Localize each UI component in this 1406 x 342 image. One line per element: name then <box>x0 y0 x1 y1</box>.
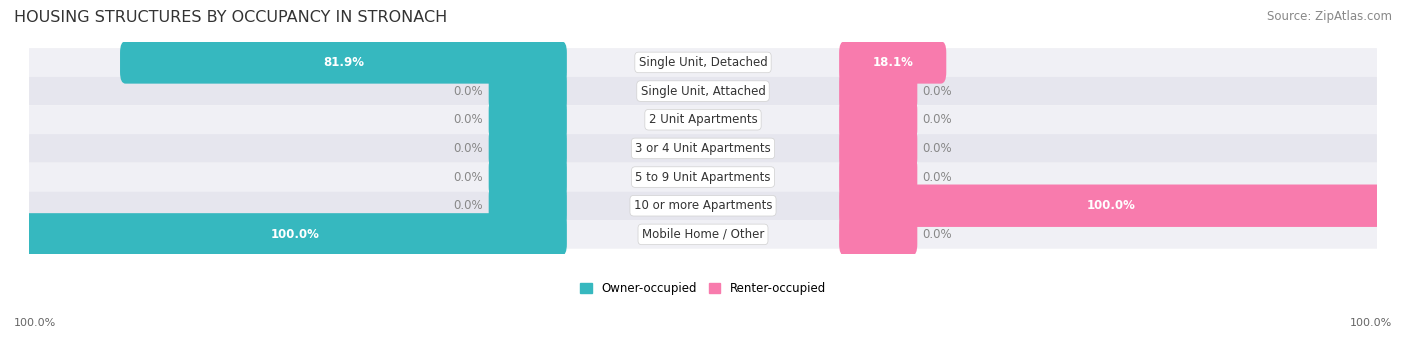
FancyBboxPatch shape <box>839 98 917 141</box>
Text: 18.1%: 18.1% <box>872 56 912 69</box>
FancyBboxPatch shape <box>489 185 567 227</box>
Text: 0.0%: 0.0% <box>454 142 484 155</box>
FancyBboxPatch shape <box>489 127 567 170</box>
Text: Single Unit, Attached: Single Unit, Attached <box>641 84 765 97</box>
FancyBboxPatch shape <box>489 70 567 112</box>
Text: 100.0%: 100.0% <box>271 228 319 241</box>
FancyBboxPatch shape <box>839 127 917 170</box>
FancyBboxPatch shape <box>30 192 1376 220</box>
Text: 81.9%: 81.9% <box>323 56 364 69</box>
Text: 0.0%: 0.0% <box>454 84 484 97</box>
FancyBboxPatch shape <box>839 41 946 84</box>
FancyBboxPatch shape <box>30 48 1376 77</box>
Text: 0.0%: 0.0% <box>922 84 952 97</box>
FancyBboxPatch shape <box>120 41 567 84</box>
FancyBboxPatch shape <box>30 134 1376 163</box>
FancyBboxPatch shape <box>489 156 567 198</box>
FancyBboxPatch shape <box>839 70 917 112</box>
FancyBboxPatch shape <box>30 220 1376 249</box>
Text: HOUSING STRUCTURES BY OCCUPANCY IN STRONACH: HOUSING STRUCTURES BY OCCUPANCY IN STRON… <box>14 10 447 25</box>
Text: 0.0%: 0.0% <box>922 228 952 241</box>
FancyBboxPatch shape <box>30 77 1376 105</box>
FancyBboxPatch shape <box>839 185 1382 227</box>
Text: 5 to 9 Unit Apartments: 5 to 9 Unit Apartments <box>636 171 770 184</box>
FancyBboxPatch shape <box>30 163 1376 192</box>
Text: 2 Unit Apartments: 2 Unit Apartments <box>648 113 758 126</box>
Text: 3 or 4 Unit Apartments: 3 or 4 Unit Apartments <box>636 142 770 155</box>
Text: Single Unit, Detached: Single Unit, Detached <box>638 56 768 69</box>
Text: 100.0%: 100.0% <box>1350 318 1392 328</box>
FancyBboxPatch shape <box>839 156 917 198</box>
FancyBboxPatch shape <box>489 98 567 141</box>
FancyBboxPatch shape <box>24 213 567 255</box>
Text: 0.0%: 0.0% <box>454 113 484 126</box>
Text: 0.0%: 0.0% <box>922 113 952 126</box>
Text: 0.0%: 0.0% <box>922 171 952 184</box>
Text: 10 or more Apartments: 10 or more Apartments <box>634 199 772 212</box>
FancyBboxPatch shape <box>30 105 1376 134</box>
Text: 0.0%: 0.0% <box>454 199 484 212</box>
Text: 100.0%: 100.0% <box>14 318 56 328</box>
Text: Source: ZipAtlas.com: Source: ZipAtlas.com <box>1267 10 1392 23</box>
Legend: Owner-occupied, Renter-occupied: Owner-occupied, Renter-occupied <box>579 282 827 295</box>
Text: 100.0%: 100.0% <box>1087 199 1135 212</box>
Text: Mobile Home / Other: Mobile Home / Other <box>641 228 765 241</box>
FancyBboxPatch shape <box>839 213 917 255</box>
Text: 0.0%: 0.0% <box>922 142 952 155</box>
Text: 0.0%: 0.0% <box>454 171 484 184</box>
